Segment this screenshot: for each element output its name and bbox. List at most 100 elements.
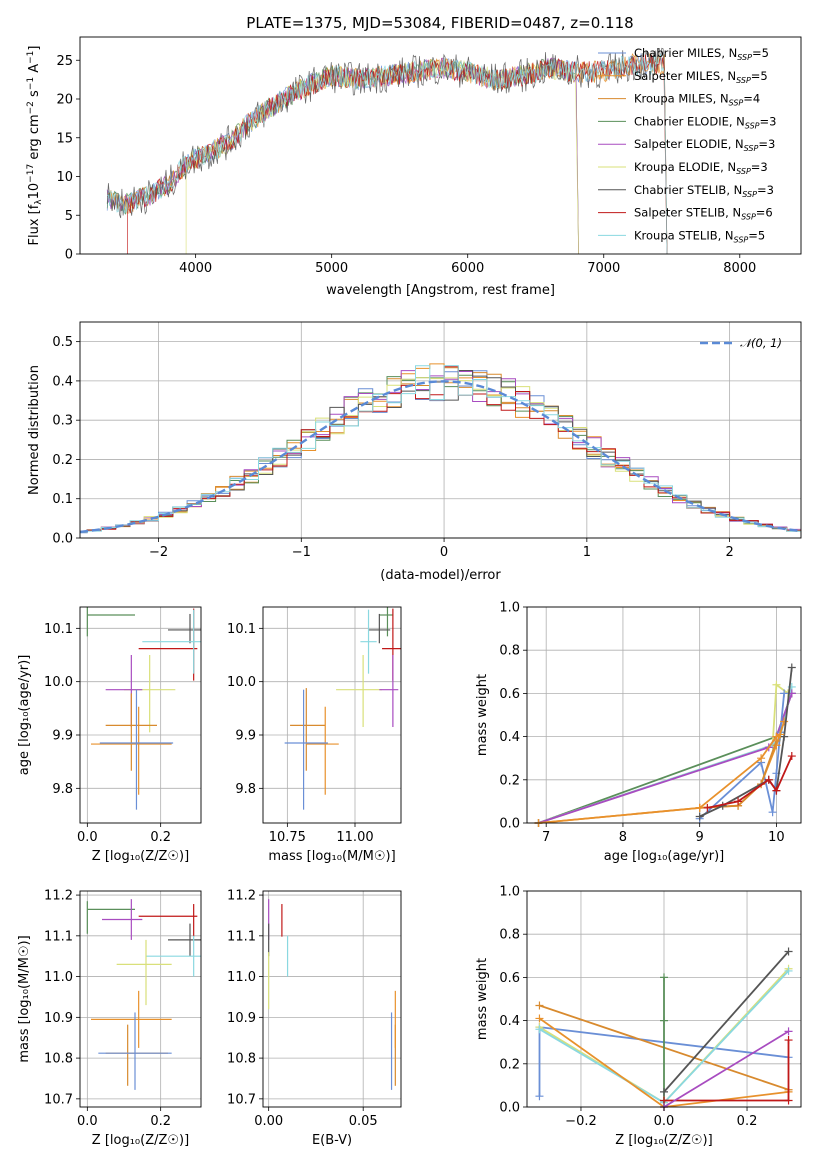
- histogram-panel: −2 −1 0 1 2 0.0 0.1 0.2 0.3 0.4 0.5 (data-model)/er…: [27, 321, 802, 583]
- weight-marker: [784, 947, 793, 956]
- y-tick-label: 0.6: [499, 687, 520, 702]
- y-axis-label-part: −1: [26, 77, 36, 90]
- histogram-series: [80, 365, 801, 533]
- weight-marker: [787, 752, 796, 761]
- y-tick-label: 20: [56, 93, 73, 108]
- y-axis-label-part: λ: [34, 199, 44, 205]
- y-tick-label: 0.4: [52, 374, 73, 389]
- y-axis-label: Flux [fλ10−17 erg cm−2 s−1 A−1]: [26, 46, 44, 246]
- legend-name: Kroupa ELODIE, N: [634, 160, 736, 174]
- y-tick-label: 11.1: [44, 929, 73, 944]
- x-tick-label: 1: [583, 545, 591, 560]
- axes-frame: [79, 321, 802, 539]
- y-tick-label: 5: [65, 209, 73, 224]
- legend-count: =6: [756, 206, 773, 220]
- spectrum-line: [107, 53, 668, 255]
- plot-area: [268, 899, 396, 1090]
- y-axis-label: Normed distribution: [27, 365, 42, 495]
- legend-sub: SSP: [736, 167, 751, 176]
- x-tick-label: 7000: [587, 261, 620, 276]
- y-tick-label: 9.9: [52, 729, 73, 744]
- legend-label: 𝒩(0, 1): [740, 336, 782, 350]
- x-tick-label: −0.2: [565, 1114, 597, 1129]
- y-tick-label: 11.2: [44, 889, 73, 904]
- legend-count: =4: [743, 92, 760, 106]
- weight-marker: [734, 797, 743, 806]
- legend-label: Kroupa STELIB, NSSP=5: [634, 228, 765, 244]
- y-tick-label: 15: [56, 131, 73, 146]
- legend-sub: SSP: [729, 99, 744, 108]
- x-tick-label: 0.2: [737, 1114, 758, 1129]
- spectrum-line: [106, 58, 579, 255]
- legend-label: Chabrier MILES, NSSP=5: [634, 46, 769, 62]
- legend-name: Kroupa STELIB, N: [634, 228, 734, 242]
- y-axis-label-part: Flux [f: [27, 204, 42, 245]
- y-axis-label-part: 10: [27, 183, 42, 200]
- weight-series: [538, 693, 793, 824]
- y-tick-label: 0.1: [52, 492, 73, 507]
- weight-series: [663, 1030, 789, 1108]
- plot-area: [534, 663, 796, 827]
- y-tick-label: 10.8: [227, 1052, 256, 1067]
- legend-sub: SSP: [744, 144, 759, 153]
- y-axis-label: mass weight: [475, 958, 490, 1040]
- y-axis-label-part: ]: [27, 46, 42, 51]
- legend-count: =3: [751, 160, 768, 174]
- y-axis-label-part: −2: [26, 101, 36, 114]
- y-tick-label: 11.0: [44, 970, 73, 985]
- legend-label: Salpeter MILES, NSSP=5: [634, 69, 768, 85]
- x-tick-label: 0.0: [77, 1114, 98, 1129]
- y-tick-label: 1.0: [499, 885, 520, 900]
- y-tick-label: 0.4: [499, 1014, 520, 1029]
- x-axis-label: (data-model)/error: [380, 568, 501, 583]
- weight-series: [538, 686, 793, 824]
- x-tick-label: 9: [696, 830, 704, 845]
- y-tick-label: 0.2: [499, 1057, 520, 1072]
- legend-label: Salpeter STELIB, NSSP=6: [634, 206, 773, 222]
- weight-marker: [535, 1001, 544, 1010]
- legend-label: Chabrier ELODIE, NSSP=3: [634, 114, 776, 130]
- weight-marker: [784, 966, 793, 975]
- weight-marker: [776, 730, 785, 739]
- legend-count: =3: [760, 114, 777, 128]
- legend-label: Salpeter ELODIE, NSSP=3: [634, 137, 775, 153]
- legend-name: Chabrier ELODIE, N: [634, 114, 745, 128]
- x-tick-label: 0.00: [254, 1114, 283, 1129]
- axes-frame: [262, 606, 402, 824]
- x-tick-label: 0.0: [77, 830, 98, 845]
- y-tick-label: 10.9: [227, 1011, 256, 1026]
- y-tick-label: 10.1: [227, 622, 256, 637]
- legend-name: Salpeter MILES, N: [634, 69, 736, 83]
- legend-sub: SSP: [737, 53, 752, 62]
- y-tick-label: 25: [56, 54, 73, 69]
- y-axis-label-part: s: [27, 90, 42, 101]
- weight-marker: [535, 1092, 544, 1101]
- weight-marker: [772, 786, 781, 795]
- x-tick-label: −2: [149, 545, 168, 560]
- y-tick-label: 0.4: [499, 730, 520, 745]
- x-tick-label: 0.05: [349, 1114, 378, 1129]
- x-tick-label: 5000: [315, 261, 348, 276]
- x-tick-label: 11.00: [336, 830, 373, 845]
- weight-marker: [784, 1036, 793, 1045]
- legend-name: Chabrier STELIB, N: [634, 183, 742, 197]
- y-axis-label: age [log₁₀(age/yr)]: [17, 655, 32, 776]
- x-tick-label: 8: [619, 830, 627, 845]
- legend-label: Kroupa MILES, NSSP=4: [634, 92, 760, 108]
- y-tick-label: 9.9: [235, 729, 256, 744]
- age-weight-panel: 7 8 9 10 0.0 0.2 0.4 0.6 0.8 1.0 age [log₁₀(age/yr…: [475, 601, 802, 864]
- y-tick-label: 0.6: [499, 971, 520, 986]
- weight-marker: [784, 1027, 793, 1036]
- weight-series: [699, 693, 785, 820]
- legend-name: Kroupa MILES, N: [634, 92, 729, 106]
- legend-sub: SSP: [734, 235, 749, 244]
- y-tick-label: 11.1: [227, 929, 256, 944]
- y-axis-label: mass weight: [475, 674, 490, 756]
- y-tick-label: 10.7: [227, 1092, 256, 1107]
- weight-marker: [535, 1025, 544, 1034]
- x-axis-label: mass [log₁₀(M/M☉)]: [268, 849, 395, 864]
- y-tick-label: 0.2: [499, 773, 520, 788]
- legend-label: Chabrier STELIB, NSSP=3: [634, 183, 774, 199]
- x-tick-label: 0.2: [150, 1114, 171, 1129]
- plot-area: [106, 47, 668, 255]
